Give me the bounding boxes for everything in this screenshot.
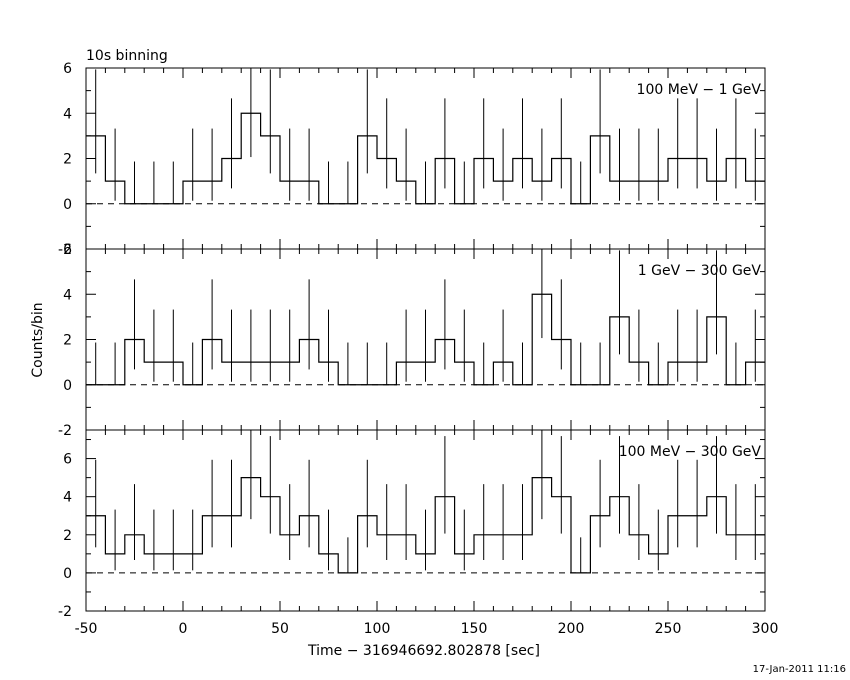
y-tick-label: 2 bbox=[63, 528, 72, 544]
x-axis-label: Time − 316946692.802878 [sec] bbox=[307, 643, 540, 659]
y-tick-label: 2 bbox=[63, 152, 72, 168]
y-tick-label: 6 bbox=[63, 452, 72, 468]
x-tick-label: 100 bbox=[364, 621, 391, 637]
x-tick-label: 150 bbox=[461, 621, 488, 637]
panels: -2 0 2 4 6 100 MeV − 1 GeV -2 0 2 4 6 1 GeV − 300 G… bbox=[58, 61, 778, 637]
energy-band-label: 100 MeV − 300 GeV bbox=[619, 444, 762, 460]
y-tick-label: -2 bbox=[58, 423, 72, 439]
x-tick-label: 250 bbox=[655, 621, 682, 637]
timestamp-footer: 17-Jan-2011 11:16 bbox=[753, 664, 846, 675]
x-tick-label: -50 bbox=[75, 621, 98, 637]
y-tick-label: 4 bbox=[63, 287, 72, 303]
y-tick-label: -2 bbox=[58, 604, 72, 620]
y-tick-label: 4 bbox=[63, 106, 72, 122]
panel-2: -2 0 2 4 6 1 GeV − 300 GeV bbox=[58, 242, 766, 439]
y-tick-label: 4 bbox=[63, 490, 72, 506]
y-tick-label: -2 bbox=[58, 242, 72, 258]
y-tick-label: 0 bbox=[63, 566, 72, 582]
panel-3: -2 0 2 4 6 100 MeV − 300 GeV bbox=[58, 429, 766, 620]
y-tick-label: 2 bbox=[63, 333, 72, 349]
y-tick-label: 0 bbox=[63, 378, 72, 394]
panel-1: -2 0 2 4 6 100 MeV − 1 GeV bbox=[58, 61, 766, 258]
x-tick-label: 50 bbox=[271, 621, 289, 637]
y-tick-label: 6 bbox=[63, 61, 72, 77]
x-tick-label: 300 bbox=[752, 621, 779, 637]
y-tick-label: 6 bbox=[63, 242, 72, 258]
y-axis-label: Counts/bin bbox=[30, 302, 46, 377]
energy-band-label: 1 GeV − 300 GeV bbox=[638, 263, 762, 279]
panel-frame bbox=[85, 429, 766, 612]
energy-band-label: 100 MeV − 1 GeV bbox=[637, 82, 762, 98]
histogram-step-line bbox=[86, 112, 765, 205]
chart-title: 10s binning bbox=[86, 48, 168, 64]
x-tick-label: 0 bbox=[179, 621, 188, 637]
y-tick-label: 0 bbox=[63, 197, 72, 213]
x-tick-label: 200 bbox=[558, 621, 585, 637]
histogram-step-line bbox=[86, 293, 765, 386]
